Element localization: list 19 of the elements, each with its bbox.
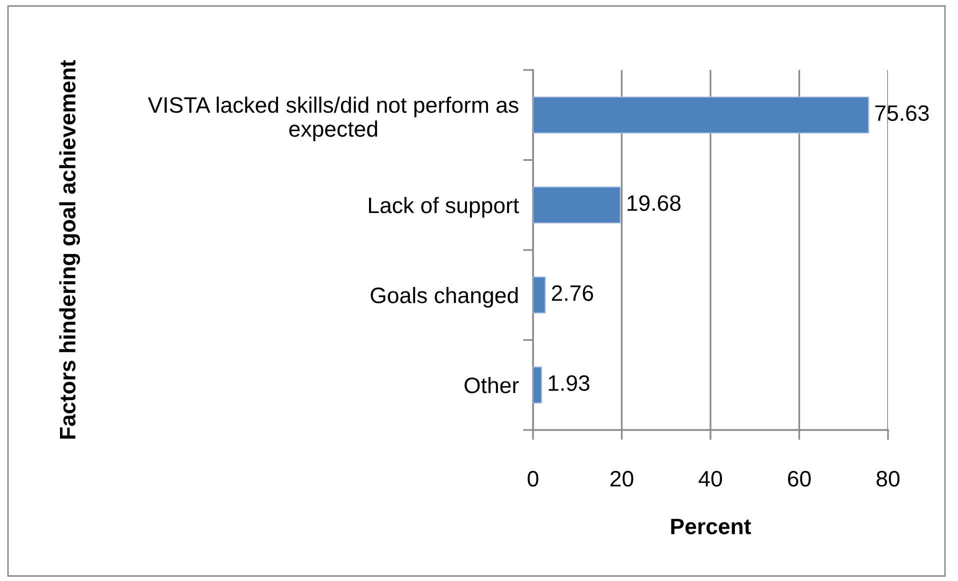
x-tick-label: 60	[788, 470, 811, 487]
bar	[533, 366, 542, 404]
y-tick-label: Goals changed	[370, 286, 518, 308]
x-tick-label: 0	[528, 470, 538, 487]
bar	[533, 96, 870, 134]
x-tick-label: 40	[698, 470, 722, 487]
data-label: 19.68	[628, 195, 681, 211]
x-tick-label: 80	[876, 470, 900, 487]
y-tick-label: VISTA lacked skills/did not perform as expected	[148, 96, 518, 142]
bar	[533, 186, 621, 224]
data-label: 2.76	[552, 285, 594, 301]
x-tick-label: 20	[610, 470, 634, 487]
x-axis-title: Percent	[671, 518, 751, 534]
data-label: 75.63	[875, 105, 929, 121]
data-label: 1.93	[548, 375, 590, 391]
y-axis-title: Factors hindering goal achievement	[59, 60, 80, 439]
y-tick-label: Lack of support	[369, 196, 519, 218]
y-tick-label: Other	[464, 376, 519, 394]
bar	[533, 276, 546, 314]
